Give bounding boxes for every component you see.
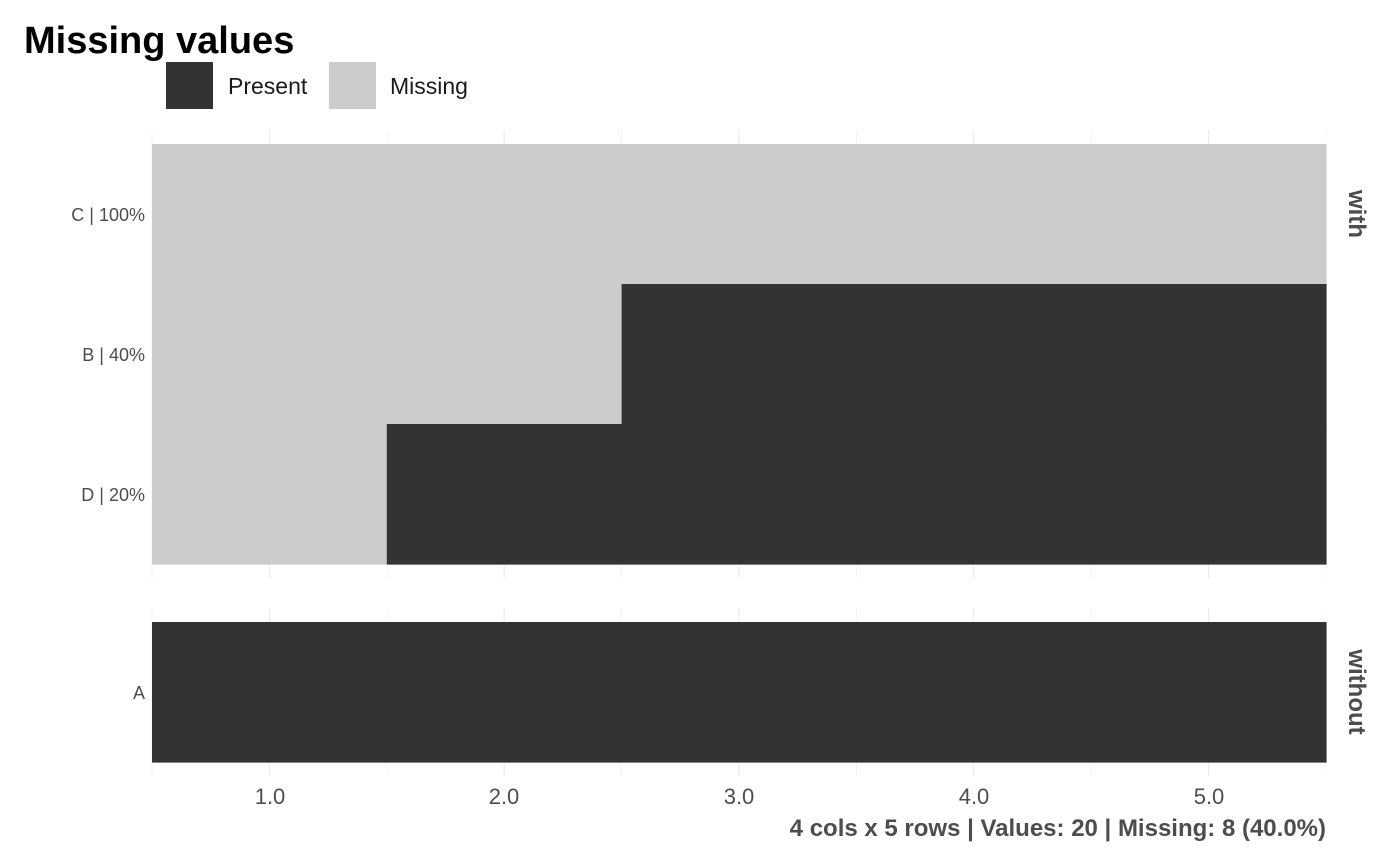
legend: Present Missing xyxy=(166,62,468,109)
y-tick-label: C | 100% xyxy=(71,205,145,225)
tile-missing xyxy=(386,284,623,425)
tile-missing xyxy=(152,284,388,425)
tile-present xyxy=(152,622,388,763)
x-tick-label: 5.0 xyxy=(1194,784,1225,809)
facet-panel-with: C | 100% B | 40% D | 20% with xyxy=(71,130,1370,578)
tile-missing xyxy=(152,424,388,565)
tile-present xyxy=(621,284,857,425)
tile-missing xyxy=(856,144,1092,285)
facet-strip-label: without xyxy=(1343,648,1370,734)
chart-caption: 4 cols x 5 rows | Values: 20 | Missing: … xyxy=(790,815,1326,842)
tile-missing xyxy=(386,144,623,285)
tile-missing xyxy=(1091,144,1327,285)
tile-missing xyxy=(152,144,388,285)
x-tick-label: 1.0 xyxy=(255,784,286,809)
tile-present xyxy=(1091,424,1327,565)
x-tick-label: 2.0 xyxy=(489,784,520,809)
tile-missing xyxy=(621,144,857,285)
facet-strip-label: with xyxy=(1343,189,1370,238)
legend-swatch-missing xyxy=(329,62,376,109)
tile-present xyxy=(856,284,1092,425)
x-tick-label: 3.0 xyxy=(724,784,755,809)
legend-swatch-present xyxy=(166,62,213,109)
plot-panels: C | 100% B | 40% D | 20% with A without xyxy=(71,130,1370,776)
tile-present xyxy=(1091,284,1327,425)
legend-label-present: Present xyxy=(228,73,308,99)
y-tick-label: A xyxy=(133,683,145,703)
legend-label-missing: Missing xyxy=(390,73,468,99)
chart-title: Missing values xyxy=(24,20,294,62)
tile-present xyxy=(621,424,857,565)
tile-present xyxy=(386,424,623,565)
tile-present xyxy=(1091,622,1327,763)
y-tick-label: B | 40% xyxy=(82,345,145,365)
tile-present xyxy=(621,622,857,763)
x-axis: 1.0 2.0 3.0 4.0 5.0 xyxy=(255,784,1225,809)
tile-present xyxy=(856,622,1092,763)
x-tick-label: 4.0 xyxy=(959,784,990,809)
tile-present xyxy=(386,622,623,763)
y-tick-label: D | 20% xyxy=(81,485,145,505)
tile-present xyxy=(856,424,1092,565)
